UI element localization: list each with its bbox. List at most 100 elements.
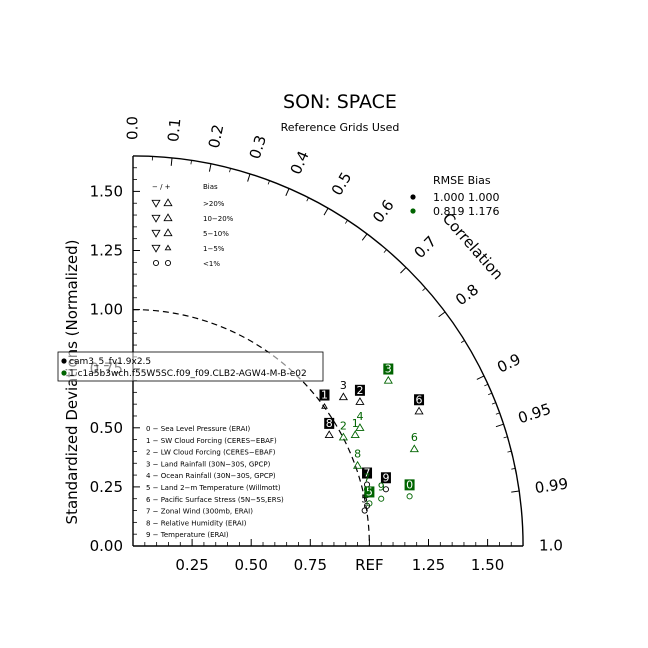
- correlation-minor-tick: [495, 412, 500, 415]
- correlation-minor-tick: [491, 402, 496, 405]
- data-point: 9: [378, 481, 385, 502]
- correlation-minor-tick: [229, 168, 231, 173]
- correlation-minor-tick: [460, 340, 465, 343]
- correlation-minor-tick: [488, 392, 493, 396]
- y-tick-label: 0.25: [90, 478, 123, 496]
- bias-legend-label: <1%: [203, 260, 220, 268]
- correlation-tick: [361, 233, 368, 241]
- correlation-minor-tick: [484, 383, 489, 387]
- correlation-tick-label: 1.0: [539, 537, 563, 555]
- bias-legend-plus-symbol: [164, 259, 172, 267]
- ref-label: REF: [355, 556, 384, 574]
- variable-list-item: 3 − Land Rainfall (30N−30S, GPCP): [146, 460, 271, 468]
- data-point-label-box: [414, 394, 425, 406]
- variable-list-item: 8 − Relative Humidity (ERAI): [146, 519, 247, 527]
- data-point: 7: [364, 471, 371, 493]
- correlation-tick: [208, 163, 212, 172]
- data-point: 5: [361, 493, 368, 514]
- bias-legend-label: 10−20%: [203, 215, 234, 223]
- data-point: 1: [350, 417, 360, 439]
- bias-legend-label: >20%: [203, 200, 225, 208]
- correlation-minor-tick: [190, 160, 192, 165]
- data-point-marker: [382, 486, 389, 493]
- data-point-marker: [355, 397, 365, 405]
- rmse-row-values: 0.819 1.176: [433, 205, 499, 218]
- correlation-minor-tick: [344, 220, 348, 224]
- bias-legend-header: Bias: [203, 183, 218, 191]
- series-legend-box: [57, 351, 324, 382]
- bias-legend-label: 1−5%: [203, 245, 225, 253]
- bias-legend-plus-symbol: [163, 198, 173, 207]
- chart-title: SON: SPACE: [283, 91, 397, 113]
- y-tick-label: 1.25: [90, 242, 123, 260]
- data-point-label: 9: [382, 471, 389, 484]
- data-point-marker: [352, 460, 363, 469]
- correlation-tick: [170, 157, 173, 166]
- data-point-label: 2: [356, 384, 363, 397]
- data-point-label: 6: [416, 393, 423, 406]
- correlation-tick: [438, 311, 446, 318]
- data-point-label: 2: [340, 419, 347, 432]
- bias-legend-minus-symbol: [151, 199, 161, 208]
- correlation-tick-label: 0.8: [452, 280, 482, 309]
- x-tick-label: 0.50: [234, 556, 267, 574]
- bias-legend-plus-symbol: [163, 213, 173, 222]
- data-point-marker: [324, 430, 334, 439]
- correlation-tick-label: 0.7: [410, 232, 440, 262]
- correlation-minor-tick: [503, 436, 508, 439]
- data-point-label: 5: [361, 493, 368, 506]
- y-tick-label: 1.00: [90, 301, 123, 319]
- data-point-marker: [321, 403, 328, 409]
- data-point: 8: [324, 417, 335, 439]
- correlation-minor-tick: [267, 180, 270, 185]
- data-point-marker: [378, 495, 385, 502]
- bias-legend-plus-symbol: [163, 228, 173, 237]
- correlation-tick-label: 0.2: [205, 123, 227, 150]
- data-point: 6: [414, 393, 425, 415]
- data-point: 2: [354, 384, 365, 405]
- data-point: 9: [380, 471, 391, 493]
- correlation-minor-tick: [511, 467, 516, 470]
- correlation-tick-label: 0.5: [328, 169, 356, 199]
- data-point-label-box: [362, 467, 373, 479]
- data-point-marker: [406, 493, 413, 500]
- bias-legend-minus-symbol: [151, 229, 161, 238]
- data-point-marker: [414, 406, 424, 415]
- data-point-label: 4: [356, 410, 363, 423]
- data-point: 1: [319, 389, 330, 409]
- data-point: 3: [338, 379, 348, 401]
- bias-legend-minus-symbol: [151, 244, 161, 253]
- rmse-row-dot: [410, 208, 416, 214]
- bias-legend-minus-plus: − / +: [152, 183, 171, 191]
- data-point-label: 9: [378, 481, 385, 494]
- data-point-label: 7: [364, 471, 371, 484]
- data-point-label: 5: [366, 485, 373, 498]
- correlation-tick: [476, 375, 485, 380]
- data-point-label-box: [324, 417, 335, 429]
- y-tick-label: 1.50: [90, 182, 123, 200]
- variable-list-item: 4 − Ocean Rainfall (30N−30S, GPCP): [146, 472, 276, 480]
- data-point-marker: [338, 392, 348, 401]
- data-point-label: 8: [354, 448, 361, 461]
- data-point-label: 1: [321, 389, 328, 402]
- data-point-marker: [366, 500, 373, 507]
- data-point-label-box: [404, 479, 415, 491]
- variable-list-item: 7 − Zonal Wind (300mb, ERAI): [146, 508, 253, 516]
- rmse-row-values: 1.000 1.000: [433, 191, 499, 204]
- data-point-label-box: [383, 363, 394, 375]
- data-point-label-box: [319, 389, 330, 401]
- series-legend: cam3_5_fv1.9x2.5 1 c1a5b3wch.f55W5SC.f09_…: [57, 351, 324, 382]
- data-point: 4: [355, 410, 365, 431]
- data-point: 2: [338, 419, 348, 441]
- data-point-label: 7: [364, 467, 371, 480]
- data-point-label: 6: [411, 431, 418, 444]
- data-point: 6: [409, 431, 419, 453]
- variable-list-item: 9 − Temperature (ERAI): [146, 531, 229, 539]
- correlation-tick: [495, 423, 504, 428]
- variable-list: 0 − Sea Level Pressure (ERAI) 1 − SW Clou…: [146, 425, 284, 539]
- data-point-label: 1: [352, 417, 359, 430]
- correlation-tick-label: 0.4: [287, 148, 313, 177]
